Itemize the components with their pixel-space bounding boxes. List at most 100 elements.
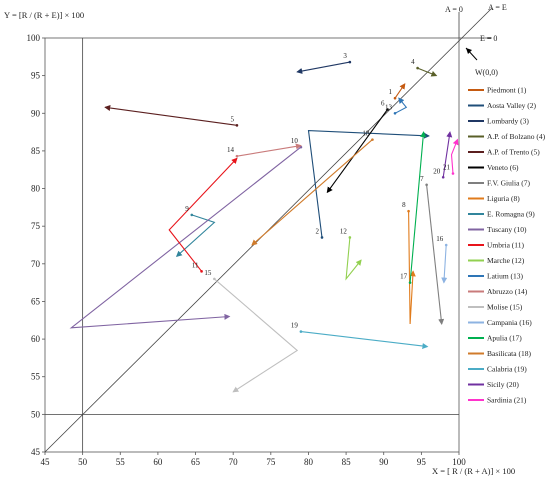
legend-label: Lombardy (3) (487, 117, 529, 126)
legend-label: A.P. of Bolzano (4) (487, 132, 546, 141)
series-path-14 (236, 143, 302, 157)
y-axis-title: Y = [R / (R + E)] × 100 (4, 10, 84, 20)
origin-arrow-head (466, 48, 472, 54)
series-start-point-2 (320, 236, 324, 239)
x-tick-label: 95 (417, 457, 427, 467)
series-path-20 (442, 131, 453, 178)
point-label-1: 1 (389, 88, 393, 96)
legend-label: Veneto (6) (487, 163, 519, 172)
x-tick-label: 50 (78, 457, 88, 467)
y-tick-label: 75 (31, 221, 41, 231)
point-label-16: 16 (436, 235, 444, 243)
legend-label: Calabria (19) (487, 365, 527, 374)
x-tick-label: 70 (229, 457, 239, 467)
y-tick-label: 95 (31, 71, 41, 81)
series-start-point-4 (416, 66, 419, 70)
y-tick-label: 65 (31, 296, 41, 306)
series-layer (69, 60, 459, 393)
ref-label-e0: E = 0 (480, 34, 497, 43)
point-label-13: 13 (385, 103, 393, 111)
point-label-5: 5 (230, 115, 234, 123)
legend-label: Molise (15) (487, 303, 523, 312)
series-start-point-5 (235, 124, 239, 127)
x-tick-label: 45 (41, 457, 51, 467)
series-path-13 (394, 97, 408, 114)
x-tick-label: 100 (452, 457, 466, 467)
legend-label: Apulia (17) (487, 334, 522, 343)
point-label-11: 11 (192, 261, 199, 269)
y-tick-label: 90 (31, 108, 41, 118)
series-start-point-13 (393, 111, 397, 115)
series-path-18 (251, 139, 373, 246)
series-path-17 (409, 131, 427, 283)
series-start-point-17 (408, 281, 412, 284)
x-tick-label: 55 (116, 457, 126, 467)
x-tick-label: 85 (342, 457, 352, 467)
series-start-point-1 (393, 96, 397, 100)
series-path-10 (69, 146, 302, 329)
point-label-7: 7 (420, 175, 424, 183)
x-tick-label: 60 (153, 457, 163, 467)
legend-label: Tuscany (10) (487, 225, 527, 234)
point-label-8: 8 (402, 201, 406, 209)
legend-label: Sardinia (21) (487, 396, 527, 405)
series-path-1 (394, 83, 406, 99)
point-label-20: 20 (433, 167, 441, 175)
ref-label-diagonal: A = E (488, 3, 507, 12)
point-label-21: 21 (443, 163, 451, 171)
series-start-point-12 (348, 236, 352, 239)
series-start-point-20 (441, 175, 445, 179)
legend-label: Marche (12) (487, 256, 525, 265)
y-tick-label: 45 (31, 447, 41, 457)
legend-label: Aosta Valley (2) (487, 101, 537, 110)
series-path-21 (450, 138, 459, 174)
point-label-14: 14 (227, 146, 235, 154)
legend-label: Piedmont (1) (487, 86, 527, 95)
series-path-8 (408, 211, 416, 325)
axes: 45 50 55 60 65 70 75 80 85 90 95 100455055606570758… (27, 33, 467, 467)
point-label-6: 6 (381, 100, 385, 108)
legend-label: A.P. of Trento (5) (487, 148, 540, 157)
point-label-15: 15 (204, 269, 212, 277)
y-tick-label: 55 (31, 372, 41, 382)
series-start-point-21 (451, 172, 455, 175)
legend-label: Umbria (11) (487, 241, 525, 250)
series-path-16 (441, 244, 448, 284)
series-start-point-14 (235, 154, 239, 158)
reference-lines: A = 0 A = E E = 0 W(0,0) (44, 3, 507, 453)
point-label-10: 10 (291, 137, 299, 145)
series-start-point-11 (200, 270, 203, 273)
x-tick-label: 90 (379, 457, 389, 467)
series-start-point-16 (444, 243, 448, 247)
legend: Piedmont (1) Aosta Valley (2) Lombardy (3)… (468, 86, 546, 405)
series-start-point-3 (348, 60, 352, 64)
y-tick-label: 100 (27, 33, 41, 43)
series-path-19 (300, 331, 429, 349)
legend-label: Sicily (20) (487, 380, 519, 389)
y-tick-label: 60 (31, 334, 41, 344)
series-start-point-18 (371, 138, 374, 141)
y-tick-label: 80 (31, 184, 41, 194)
plot-area (44, 37, 460, 453)
series-path-15 (214, 278, 299, 393)
series-path-11 (168, 157, 238, 272)
series-path-6 (326, 109, 388, 194)
legend-label: Campania (16) (487, 318, 532, 327)
legend-label: Liguria (8) (487, 194, 520, 203)
series-path-7 (426, 184, 445, 325)
point-label-9: 9 (185, 205, 189, 213)
series-start-point-6 (386, 108, 389, 111)
point-label-19: 19 (291, 322, 299, 330)
point-label-3: 3 (343, 52, 347, 60)
plot-border (44, 37, 460, 453)
series-start-point-15 (213, 277, 216, 281)
series-start-point-19 (299, 330, 303, 333)
point-label-18: 18 (362, 130, 370, 138)
series-start-point-9 (190, 213, 194, 217)
series-path-3 (296, 61, 351, 74)
series-start-point-8 (407, 209, 410, 213)
y-tick-label: 50 (31, 409, 41, 419)
x-axis-title: X = [ R / (R + A)] × 100 (432, 466, 515, 476)
